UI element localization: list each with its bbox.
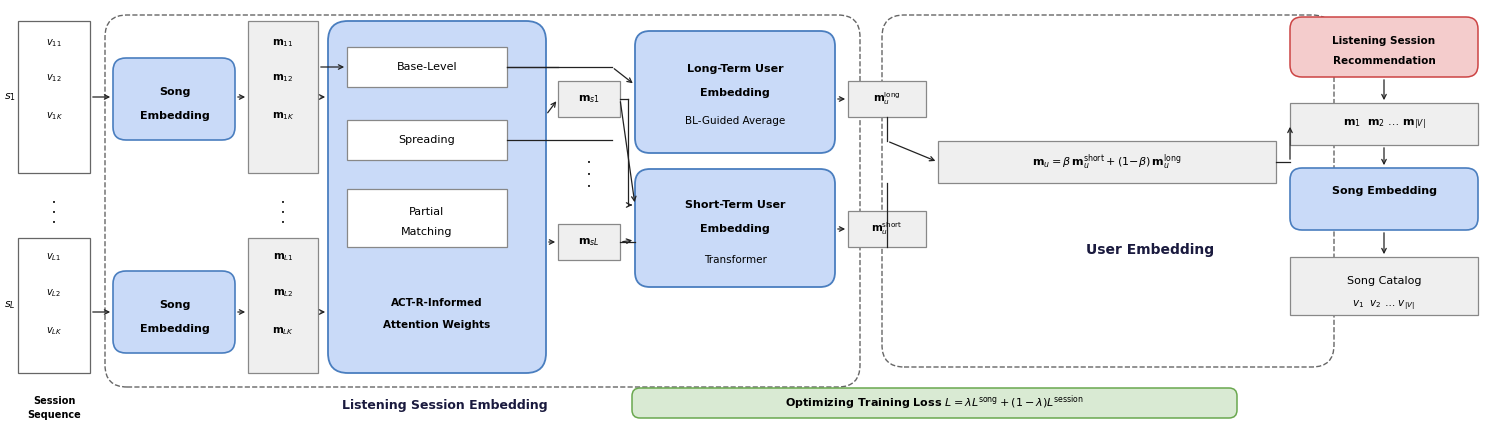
Bar	[248, 21, 318, 173]
Text: Base-Level: Base-Level	[397, 62, 458, 72]
Text: $v_{L2}$: $v_{L2}$	[46, 287, 61, 299]
Text: Sequence: Sequence	[27, 410, 81, 420]
Text: Listening Session Embedding: Listening Session Embedding	[342, 399, 548, 411]
Text: Recommendation: Recommendation	[1332, 56, 1435, 66]
Text: Embedding: Embedding	[700, 224, 770, 234]
Text: $s_L$: $s_L$	[4, 299, 15, 311]
Text: •: •	[280, 200, 285, 206]
Text: •: •	[52, 220, 57, 226]
Bar	[938, 141, 1276, 183]
Text: Song: Song	[158, 87, 189, 97]
Text: $\mathbf{m}_{sL}$: $\mathbf{m}_{sL}$	[579, 236, 600, 248]
FancyBboxPatch shape	[1291, 17, 1479, 77]
Text: $\mathbf{m}_{1K}$: $\mathbf{m}_{1K}$	[272, 110, 294, 122]
Text: $\mathbf{m}_{L1}$: $\mathbf{m}_{L1}$	[273, 251, 294, 263]
Text: BL-Guided Average: BL-Guided Average	[685, 116, 785, 126]
Text: Song: Song	[158, 300, 189, 310]
Text: $\mathbf{m}^{\rm short}_u$: $\mathbf{m}^{\rm short}_u$	[871, 221, 903, 238]
Text: Embedding: Embedding	[700, 88, 770, 98]
Text: •: •	[52, 200, 57, 206]
Text: •: •	[280, 220, 285, 226]
Text: $v_1\ \ v_2\ \ldots\ v_{|V|}$: $v_1\ \ v_2\ \ldots\ v_{|V|}$	[1352, 298, 1416, 312]
Bar	[348, 47, 507, 87]
Bar	[348, 120, 507, 160]
Text: Song Embedding: Song Embedding	[1331, 186, 1437, 196]
Bar	[1291, 103, 1479, 145]
FancyBboxPatch shape	[636, 31, 836, 153]
Bar	[1291, 257, 1479, 315]
Text: $v_{11}$: $v_{11}$	[46, 37, 61, 49]
FancyBboxPatch shape	[328, 21, 546, 373]
Bar	[847, 211, 927, 247]
Text: $v_{1K}$: $v_{1K}$	[46, 110, 63, 122]
Text: •: •	[586, 160, 591, 166]
FancyBboxPatch shape	[113, 58, 236, 140]
Text: $\mathbf{m}_{12}$: $\mathbf{m}_{12}$	[273, 72, 294, 84]
Text: $\mathbf{m}_u = \beta\,\mathbf{m}^{\rm short}_u + (1\!-\!\beta)\,\mathbf{m}^{\rm: $\mathbf{m}_u = \beta\,\mathbf{m}^{\rm s…	[1032, 152, 1182, 172]
FancyBboxPatch shape	[113, 271, 236, 353]
Text: $\mathbf{m}_{s1}$: $\mathbf{m}_{s1}$	[577, 93, 600, 105]
Text: $v_{12}$: $v_{12}$	[46, 72, 61, 84]
Bar	[847, 81, 927, 117]
Bar	[18, 238, 90, 373]
Text: ACT-R-Informed: ACT-R-Informed	[391, 298, 483, 308]
Bar	[248, 238, 318, 373]
Text: $\mathbf{m}_1\ \ \mathbf{m}_2\ \ldots\ \mathbf{m}_{|V|}$: $\mathbf{m}_1\ \ \mathbf{m}_2\ \ldots\ \…	[1343, 117, 1425, 131]
Text: •: •	[586, 172, 591, 178]
Text: Matching: Matching	[401, 227, 452, 237]
Bar	[18, 21, 90, 173]
Text: •: •	[52, 210, 57, 216]
Text: Song Catalog: Song Catalog	[1347, 276, 1422, 286]
FancyBboxPatch shape	[636, 169, 836, 287]
Text: Attention Weights: Attention Weights	[383, 320, 491, 330]
Text: Short-Term User: Short-Term User	[685, 200, 785, 210]
Text: Spreading: Spreading	[398, 135, 455, 145]
Text: •: •	[586, 184, 591, 190]
Text: $v_{L1}$: $v_{L1}$	[46, 251, 61, 263]
FancyBboxPatch shape	[633, 388, 1237, 418]
Text: $\mathbf{m}_{L2}$: $\mathbf{m}_{L2}$	[273, 287, 294, 299]
Text: Partial: Partial	[409, 207, 445, 217]
Text: Optimizing Training Loss $L = \lambda L^{\rm song} + (1 - \lambda)L^{\rm session: Optimizing Training Loss $L = \lambda L^…	[785, 394, 1085, 412]
Text: $\mathbf{m}_{LK}$: $\mathbf{m}_{LK}$	[272, 325, 294, 337]
Text: •: •	[280, 210, 285, 216]
Text: $\mathbf{m}_{11}$: $\mathbf{m}_{11}$	[272, 37, 294, 49]
FancyBboxPatch shape	[1291, 168, 1479, 230]
Text: Listening Session: Listening Session	[1332, 36, 1435, 46]
Text: User Embedding: User Embedding	[1086, 243, 1214, 257]
Bar	[348, 189, 507, 247]
Text: $v_{LK}$: $v_{LK}$	[46, 325, 63, 337]
Bar	[558, 81, 621, 117]
Text: Embedding: Embedding	[140, 324, 209, 334]
Text: $\mathbf{m}^{\rm long}_u$: $\mathbf{m}^{\rm long}_u$	[873, 91, 901, 108]
Bar	[558, 224, 621, 260]
Text: $s_1$: $s_1$	[4, 91, 16, 103]
Text: Transformer: Transformer	[704, 255, 767, 265]
Text: Session: Session	[33, 396, 75, 406]
Text: Long-Term User: Long-Term User	[686, 64, 783, 74]
Text: Embedding: Embedding	[140, 111, 209, 121]
